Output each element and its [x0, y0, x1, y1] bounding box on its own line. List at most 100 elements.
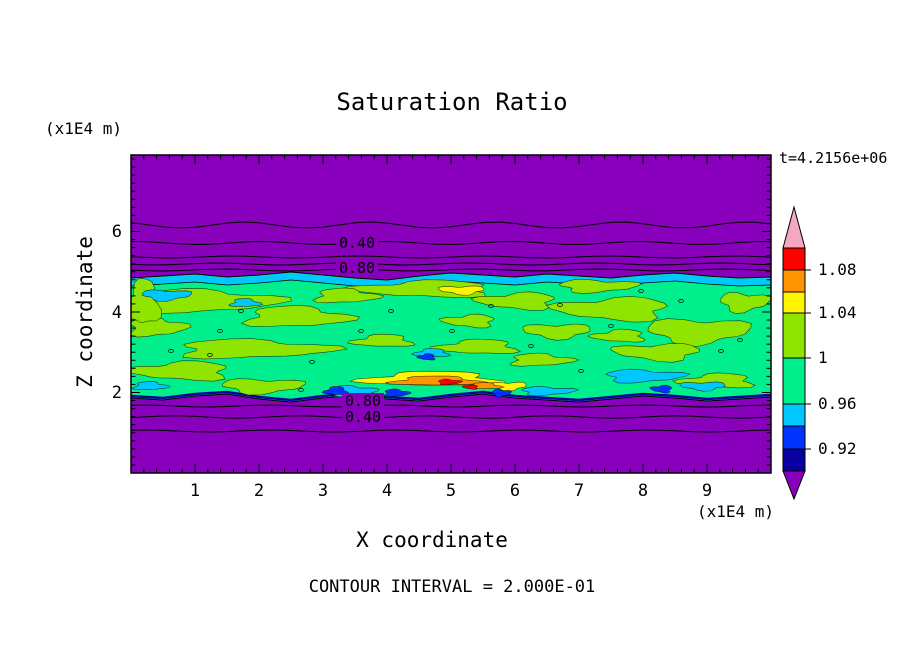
- contour-line: [131, 268, 771, 272]
- contour-patch: [228, 298, 264, 307]
- contour-speckle: [388, 309, 394, 313]
- contour-value-label: 0.80: [345, 392, 381, 410]
- x-axis-title: X coordinate: [356, 528, 508, 552]
- x-tick-label: 6: [510, 481, 520, 501]
- contour-patch: [240, 305, 361, 327]
- z-tick-label: 6: [112, 222, 122, 242]
- contour-patch: [649, 384, 673, 394]
- x-tick-label: 4: [382, 481, 392, 501]
- contour-patch: [679, 381, 726, 392]
- colorbar-segment: [782, 269, 806, 293]
- colorbar-labels: 1.08 1.04 1 0.96 0.92: [818, 260, 857, 458]
- contour-line: [131, 415, 771, 419]
- contour-patch: [609, 343, 701, 363]
- colorbar-bottom-arrow: [782, 470, 806, 501]
- contour-patch: [437, 378, 464, 386]
- x-tick-label: 3: [318, 481, 328, 501]
- contour-patch: [321, 386, 349, 395]
- contour-line: [131, 255, 771, 259]
- contour-patch: [647, 318, 752, 347]
- contour-patch: [438, 285, 485, 296]
- contour-lines-group: [131, 221, 771, 433]
- contour-fill-patches-group: [131, 278, 771, 398]
- contour-speckle: [217, 329, 223, 333]
- z-tick-label: 2: [112, 383, 122, 403]
- contour-speckle: [298, 388, 304, 392]
- contour-patch: [520, 386, 580, 397]
- contour-speckle: [608, 324, 614, 328]
- z-axis-unit-label: (x1E4 m): [45, 119, 122, 138]
- z-axis-title: Z coordinate: [73, 236, 97, 388]
- contour-line: [131, 221, 771, 229]
- contour-speckle: [678, 299, 684, 303]
- contour-value-label: 0.80: [339, 259, 375, 277]
- contour-patch: [141, 289, 193, 302]
- contour-line: [131, 429, 771, 433]
- colorbar-segment: [782, 357, 806, 405]
- contour-interval-caption: CONTOUR INTERVAL = 2.000E-01: [309, 577, 596, 597]
- colorbar: [782, 205, 806, 501]
- contour-patch: [429, 338, 522, 354]
- contour-speckle: [449, 329, 455, 333]
- contour-speckle: [638, 289, 644, 293]
- plot-area: 0.400.800.800.40: [131, 155, 771, 473]
- contour-label-backing: [336, 260, 378, 276]
- contour-speckle: [488, 304, 494, 308]
- contour-value-labels-group: 0.400.800.800.40: [336, 234, 384, 426]
- colorbar-segment: [782, 312, 806, 359]
- plot-title: Saturation Ratio: [336, 88, 567, 116]
- contour-line: [131, 240, 771, 246]
- contour-patch: [586, 328, 646, 343]
- colorbar-label: 1.04: [818, 303, 857, 322]
- contour-patch: [545, 295, 669, 323]
- plot-frame: [130, 154, 772, 474]
- colorbar-label: 0.92: [818, 439, 857, 458]
- contour-value-label: 0.40: [339, 234, 375, 252]
- contour-patch: [384, 375, 489, 386]
- x-axis-unit-label: (x1E4 m): [697, 502, 774, 521]
- contour-patch: [605, 368, 691, 384]
- contour-speckle: [358, 329, 364, 333]
- contour-speckle: [578, 369, 584, 373]
- contour-speckle: [168, 349, 174, 353]
- contour-patch: [719, 292, 771, 314]
- contour-label-backing: [342, 393, 384, 409]
- contour-speckle: [737, 338, 743, 342]
- colorbar-segment: [782, 247, 806, 271]
- x-tick-label: 7: [574, 481, 584, 501]
- contour-speckle: [238, 309, 244, 313]
- contour-patch: [384, 388, 412, 398]
- contour-patch: [491, 388, 512, 398]
- colorbar-segment: [782, 448, 806, 472]
- contour-patch: [470, 291, 556, 311]
- contour-line: [131, 404, 771, 408]
- colorbar-segment: [782, 425, 806, 450]
- contour-patch: [182, 338, 348, 360]
- contour-line: [131, 262, 771, 266]
- contour-speckle: [207, 353, 213, 357]
- contour-speckles-group: [168, 289, 743, 392]
- contour-speckle: [718, 349, 724, 353]
- colorbar-ticks-group: [805, 269, 811, 450]
- x-tick-label: 9: [702, 481, 712, 501]
- contour-patch: [131, 360, 227, 382]
- band-bottom-navy-line: [131, 390, 771, 402]
- colorbar-segment: [782, 403, 806, 427]
- contour-patch: [131, 381, 171, 390]
- contour-patch: [347, 333, 416, 347]
- x-tick-label: 2: [254, 481, 264, 501]
- z-tick-labels: 6 4 2: [112, 222, 122, 403]
- contour-patch: [416, 353, 436, 361]
- x-tick-labels: 1 2 3 4 5 6 7 8 9: [190, 481, 712, 501]
- contour-speckle: [309, 360, 315, 364]
- contour-patch: [411, 348, 451, 357]
- contour-patch: [509, 352, 580, 367]
- x-tick-label: 8: [638, 481, 648, 501]
- contour-patch: [438, 313, 495, 329]
- x-tick-label: 1: [190, 481, 200, 501]
- colorbar-label: 0.96: [818, 394, 857, 413]
- contour-speckle: [557, 303, 563, 307]
- colorbar-segment: [782, 291, 806, 314]
